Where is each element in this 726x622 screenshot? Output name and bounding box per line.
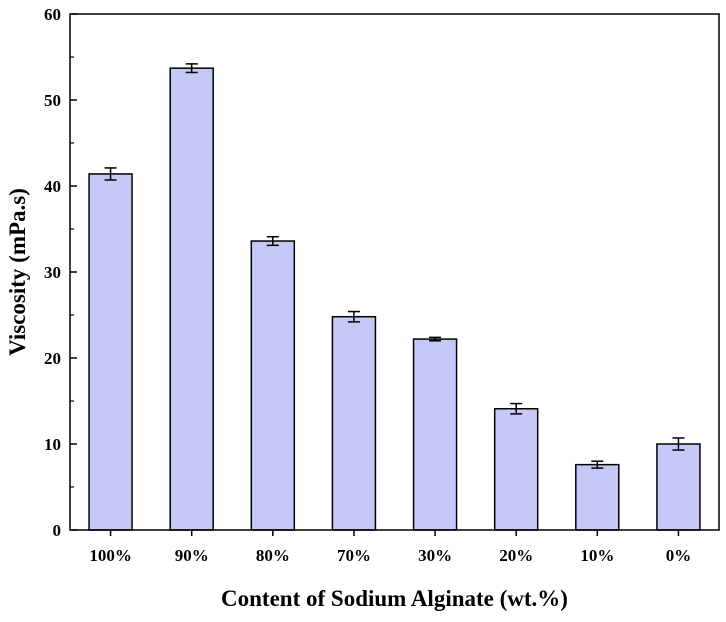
x-tick-label: 80% bbox=[256, 546, 290, 565]
y-tick-label: 30 bbox=[44, 263, 61, 282]
x-tick-label: 0% bbox=[666, 546, 692, 565]
bar bbox=[495, 409, 538, 530]
plot-frame bbox=[70, 14, 719, 530]
bar bbox=[414, 339, 457, 530]
y-tick-label: 10 bbox=[44, 435, 61, 454]
y-tick-label: 50 bbox=[44, 91, 61, 110]
x-tick-label: 20% bbox=[499, 546, 533, 565]
bar bbox=[657, 444, 700, 530]
bar bbox=[170, 68, 213, 530]
x-tick-label: 10% bbox=[580, 546, 614, 565]
bar bbox=[576, 465, 619, 530]
bar bbox=[332, 317, 375, 530]
x-axis: 100% 90% 80% 70% 30% 20% 10% 0% bbox=[89, 530, 691, 565]
y-tick-label: 20 bbox=[44, 349, 61, 368]
x-tick-label: 90% bbox=[175, 546, 209, 565]
x-tick-label: 30% bbox=[418, 546, 452, 565]
x-tick-label: 70% bbox=[337, 546, 371, 565]
y-tick-label: 60 bbox=[44, 5, 61, 24]
y-tick-label: 40 bbox=[44, 177, 61, 196]
y-tick-label: 0 bbox=[53, 521, 62, 540]
x-axis-title: Content of Sodium Alginate (wt.%) bbox=[221, 586, 568, 611]
y-axis: 0 10 20 30 40 50 60 bbox=[44, 5, 77, 540]
bar bbox=[89, 174, 132, 530]
bar bbox=[251, 241, 294, 530]
x-tick-label: 100% bbox=[89, 546, 132, 565]
bars-layer bbox=[89, 68, 700, 530]
y-axis-title: Viscosity (mPa.s) bbox=[5, 188, 30, 356]
